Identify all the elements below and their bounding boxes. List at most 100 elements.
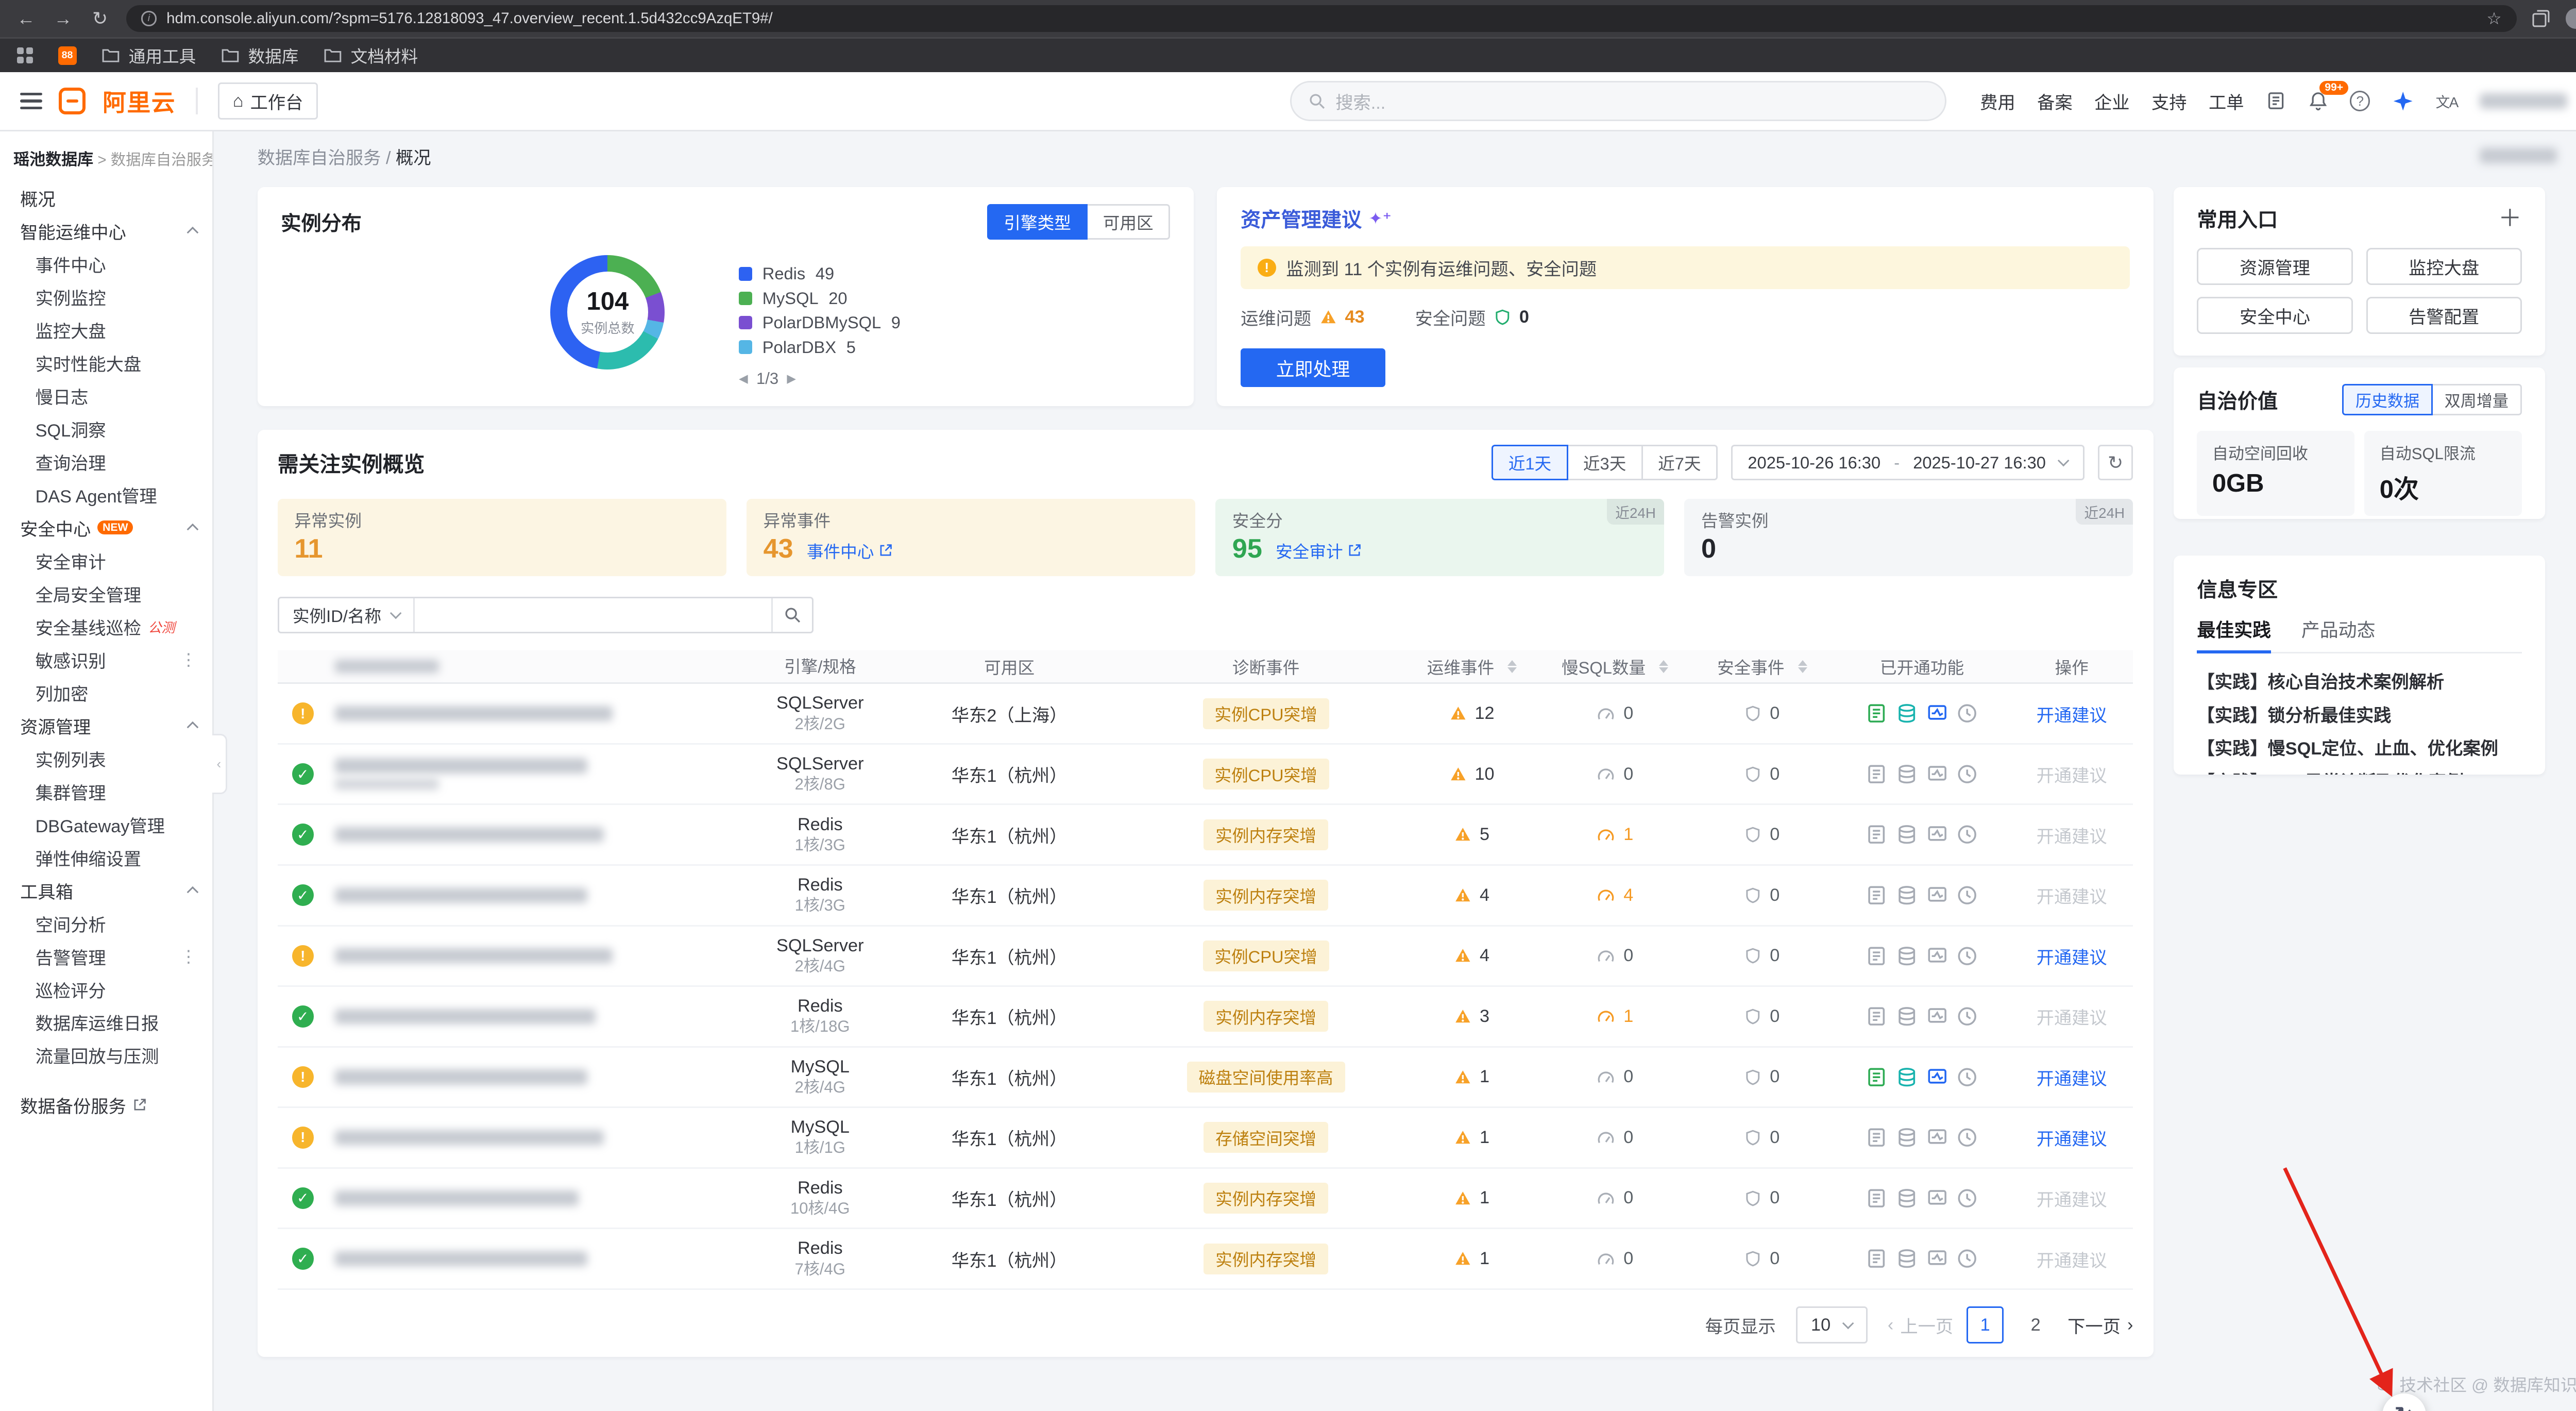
toggle-engine-type[interactable]: 引擎类型 — [987, 204, 1088, 240]
aliyun-logo-text[interactable]: 阿里云 — [103, 90, 176, 116]
quick-entry-button[interactable]: 安全中心 — [2197, 297, 2353, 334]
summary-link[interactable]: 安全审计 — [1276, 539, 1361, 563]
feature-storage-icon[interactable] — [1896, 945, 1918, 967]
enable-suggestion-link[interactable]: 开通建议 — [2036, 1251, 2107, 1271]
refresh-button[interactable]: ↻ — [2097, 445, 2133, 480]
sidebar-item[interactable]: 事件中心 — [35, 256, 106, 276]
feature-monitor-icon[interactable] — [1926, 945, 1948, 967]
sidebar-item-overview[interactable]: 概况 — [20, 190, 56, 210]
aliyun-logo-icon[interactable] — [59, 87, 86, 115]
more-options-icon[interactable]: ⋮ — [180, 946, 197, 966]
sidebar-item[interactable]: 实例列表 — [35, 750, 106, 770]
feature-report-icon[interactable] — [1866, 1005, 1887, 1027]
feature-monitor-icon[interactable] — [1926, 1066, 1948, 1088]
sidebar-item[interactable]: 监控大盘 — [35, 322, 106, 342]
sidebar-item[interactable]: 流量回放与压测 — [35, 1047, 159, 1067]
feature-monitor-icon[interactable] — [1926, 702, 1948, 724]
feature-alarm-icon[interactable] — [1956, 824, 1978, 845]
enable-suggestion-link[interactable]: 开通建议 — [2036, 1130, 2107, 1150]
help-icon[interactable]: ? — [2350, 91, 2370, 111]
handle-now-button[interactable]: 立即处理 — [1241, 348, 1385, 388]
breadcrumb[interactable]: 数据库自治服务 / 概况 — [257, 148, 431, 168]
site-info-icon[interactable]: i — [141, 11, 157, 26]
menu-hamburger-icon[interactable] — [20, 93, 42, 110]
enable-suggestion-link[interactable]: 开通建议 — [2036, 827, 2107, 847]
sidebar-item[interactable]: 安全基线巡检 公测 — [0, 610, 212, 643]
feature-storage-icon[interactable] — [1896, 1248, 1918, 1269]
ai-assistant-icon[interactable] — [2392, 90, 2414, 112]
sidebar-item[interactable]: 列加密 — [35, 684, 89, 704]
sidebar-item[interactable]: 实时性能大盘 — [35, 355, 142, 375]
sidebar-item[interactable]: 敏感识别 ⋮ — [35, 649, 197, 671]
feature-monitor-icon[interactable] — [1926, 1248, 1948, 1269]
toggle-availability-zone[interactable]: 可用区 — [1088, 204, 1171, 240]
sidebar-item[interactable]: 慢日志 — [35, 388, 89, 408]
feature-alarm-icon[interactable] — [1956, 945, 1978, 967]
feature-report-icon[interactable] — [1866, 1248, 1887, 1269]
apps-grid-icon[interactable] — [16, 47, 33, 64]
enable-suggestion-link[interactable]: 开通建议 — [2036, 948, 2107, 968]
feature-alarm-icon[interactable] — [1956, 1187, 1978, 1209]
sidebar-item[interactable]: 实例监控 — [35, 289, 106, 309]
feature-report-icon[interactable] — [1866, 1066, 1887, 1088]
back-icon[interactable]: ← — [16, 7, 36, 29]
header-link[interactable]: 费用 — [1980, 93, 2015, 113]
date-range-picker[interactable]: 2025-10-26 16:30 - 2025-10-27 16:30 — [1731, 445, 2084, 480]
sidebar-section-header[interactable]: 智能运维中心 — [0, 214, 212, 247]
feature-alarm-icon[interactable] — [1956, 1066, 1978, 1088]
bookmark-folder[interactable]: 数据库 — [221, 43, 298, 68]
tab-history-data[interactable]: 历史数据 — [2342, 384, 2433, 416]
header-link[interactable]: 支持 — [2151, 93, 2187, 113]
global-search-input[interactable]: 搜索... — [1290, 80, 1946, 122]
feature-monitor-icon[interactable] — [1926, 884, 1948, 906]
info-article-link[interactable]: 【实践】锁分析最佳实践 — [2197, 706, 2392, 726]
col-slow-sort[interactable]: 慢SQL数量 — [1539, 654, 1691, 679]
feature-alarm-icon[interactable] — [1956, 1005, 1978, 1027]
feature-report-icon[interactable] — [1866, 945, 1887, 967]
add-entry-icon[interactable]: ＋ — [2498, 205, 2522, 232]
search-button[interactable] — [771, 598, 811, 632]
feature-monitor-icon[interactable] — [1926, 1187, 1948, 1209]
forward-icon[interactable]: → — [54, 7, 73, 29]
feature-storage-icon[interactable] — [1896, 1005, 1918, 1027]
tab-stack-icon[interactable] — [2532, 9, 2550, 28]
feature-monitor-icon[interactable] — [1926, 1127, 1948, 1148]
reload-icon[interactable]: ↻ — [92, 7, 108, 29]
instance-search-input[interactable] — [415, 598, 772, 632]
sidebar-item[interactable]: 数据库运维日报 — [35, 1014, 159, 1034]
notification-bell-icon[interactable]: 99+ — [2308, 80, 2348, 111]
feature-storage-icon[interactable] — [1896, 1066, 1918, 1088]
feature-storage-icon[interactable] — [1896, 1127, 1918, 1148]
feature-alarm-icon[interactable] — [1956, 763, 1978, 785]
feature-storage-icon[interactable] — [1896, 824, 1918, 845]
prev-page-button[interactable]: ‹ 上一页 — [1887, 1315, 1954, 1337]
workbench-button[interactable]: ⌂ 工作台 — [217, 82, 318, 120]
feature-report-icon[interactable] — [1866, 824, 1887, 845]
language-icon[interactable]: 文A — [2435, 94, 2459, 111]
pager-next-icon[interactable]: ▶ — [787, 372, 796, 385]
range-option[interactable]: 近7天 — [1642, 444, 1718, 481]
header-link[interactable]: 企业 — [2094, 93, 2130, 113]
enable-suggestion-link[interactable]: 开通建议 — [2036, 1069, 2107, 1089]
range-option[interactable]: 近1天 — [1492, 444, 1568, 481]
feature-storage-icon[interactable] — [1896, 884, 1918, 906]
feature-storage-icon[interactable] — [1896, 702, 1918, 724]
feature-alarm-icon[interactable] — [1956, 1248, 1978, 1269]
bookmark-folder[interactable]: 文档材料 — [324, 43, 418, 68]
sidebar-item[interactable]: 巡检评分 — [35, 981, 106, 1001]
feature-monitor-icon[interactable] — [1926, 763, 1948, 785]
enable-suggestion-link[interactable]: 开通建议 — [2036, 887, 2107, 908]
per-page-select[interactable]: 10 — [1795, 1306, 1868, 1344]
header-link[interactable]: 工单 — [2208, 93, 2244, 113]
quick-entry-button[interactable]: 告警配置 — [2366, 297, 2522, 334]
info-article-link[interactable]: 【实践】核心自治技术案例解析 — [2197, 672, 2445, 692]
sidebar-item[interactable]: SQL洞察 — [35, 421, 106, 441]
